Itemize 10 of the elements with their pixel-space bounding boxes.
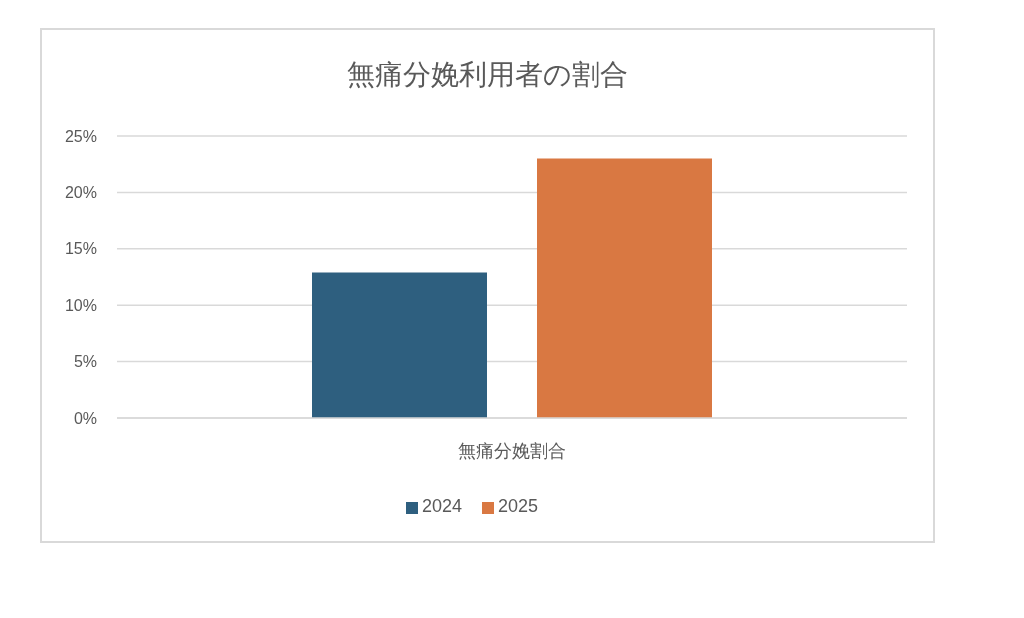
y-tick-label: 15% — [64, 240, 97, 258]
y-tick-label: 20% — [64, 184, 97, 202]
x-tick-label: 無痛分娩割合 — [458, 440, 566, 461]
y-tick-label: 25% — [64, 127, 97, 145]
y-tick-label: 10% — [64, 296, 97, 314]
legend-label: 2025 — [498, 496, 539, 516]
chart-title: 無痛分娩利用者の割合 — [346, 58, 629, 92]
legend-label: 2024 — [421, 496, 462, 516]
y-tick-label: 5% — [73, 353, 97, 371]
y-tick-label: 0% — [73, 409, 97, 427]
